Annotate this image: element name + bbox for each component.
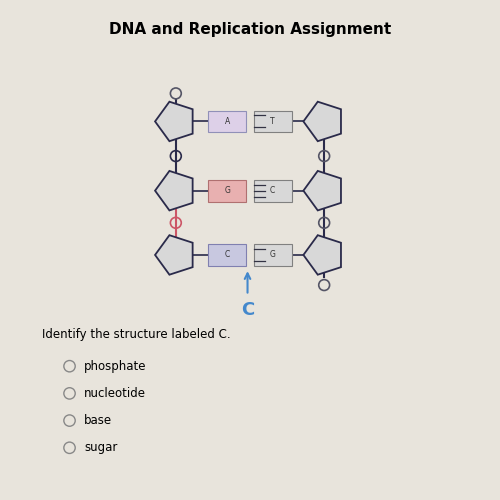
Text: G: G [270, 250, 276, 260]
Bar [254, 110, 292, 132]
Text: T: T [270, 117, 275, 126]
Text: Identify the structure labeled C.: Identify the structure labeled C. [42, 328, 231, 340]
Bar [254, 180, 292, 202]
Text: nucleotide: nucleotide [84, 387, 146, 400]
Polygon shape [304, 235, 341, 275]
Text: base: base [84, 414, 112, 427]
Text: C: C [241, 302, 254, 320]
Polygon shape [304, 171, 341, 210]
Polygon shape [155, 235, 192, 275]
Text: C: C [224, 250, 230, 260]
Text: sugar: sugar [84, 442, 117, 454]
Polygon shape [304, 102, 341, 141]
Text: DNA and Replication Assignment: DNA and Replication Assignment [109, 22, 391, 38]
Text: C: C [270, 186, 276, 195]
Text: G: G [224, 186, 230, 195]
Text: phosphate: phosphate [84, 360, 147, 372]
Bar [208, 244, 246, 266]
Bar [208, 110, 246, 132]
Bar [208, 180, 246, 202]
Text: A: A [224, 117, 230, 126]
Polygon shape [155, 102, 192, 141]
Bar [254, 244, 292, 266]
Polygon shape [155, 171, 192, 210]
